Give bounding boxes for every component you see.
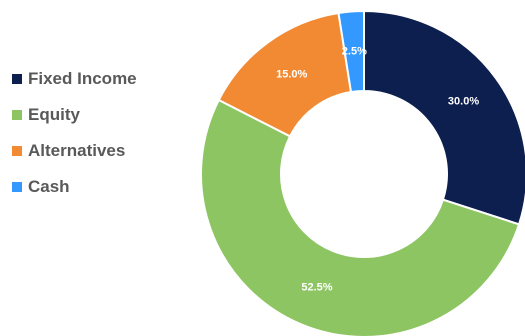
slice-equity [200, 98, 521, 336]
legend-swatch-alternatives [12, 146, 22, 156]
data-label-equity: 52.5% [301, 282, 332, 294]
legend-label-alternatives: Alternatives [28, 141, 126, 160]
legend-item-alternatives: Alternatives [12, 140, 137, 162]
legend-label-equity: Equity [28, 105, 80, 124]
data-label-cash: 2.5% [342, 45, 367, 57]
legend-item-equity: Equity [12, 104, 137, 126]
legend-label-fixed-income: Fixed Income [28, 69, 137, 88]
legend-swatch-cash [12, 182, 22, 192]
legend-item-fixed-income: Fixed Income [12, 68, 137, 90]
slice-cash [337, 9, 365, 94]
data-label-fixed-income: 30.0% [448, 96, 479, 108]
data-label-alternatives: 15.0% [276, 68, 307, 80]
slice-fixed-income [363, 9, 525, 226]
legend-label-cash: Cash [28, 177, 70, 196]
donut-slices [200, 9, 525, 336]
legend-swatch-equity [12, 110, 22, 120]
chart-legend: Fixed Income Equity Alternatives Cash [12, 68, 137, 198]
legend-swatch-fixed-income [12, 74, 22, 84]
legend-item-cash: Cash [12, 176, 137, 198]
donut-data-labels: 30.0% 52.5% 15.0% 2.5% [276, 45, 479, 293]
